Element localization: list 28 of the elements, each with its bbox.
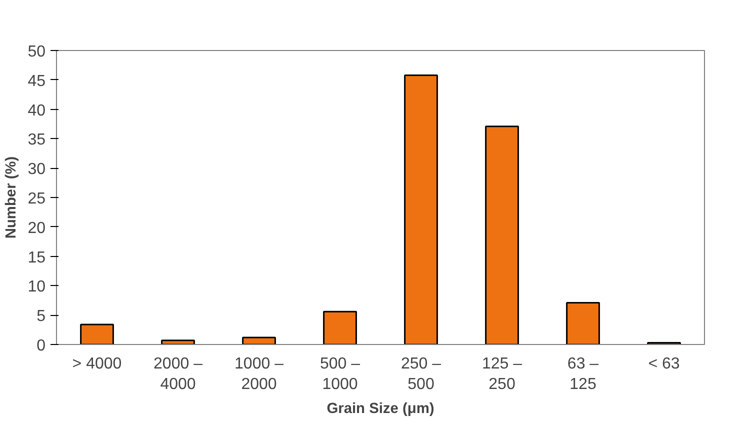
y-tick-label: 45: [28, 72, 46, 90]
bar: [566, 302, 600, 344]
x-tick-label: 2000 – 4000: [154, 356, 203, 393]
x-tick-label: 125 – 250: [482, 356, 522, 393]
x-tick-label: 250 – 500: [400, 356, 442, 393]
bar: [242, 336, 276, 344]
y-tick-label: 5: [36, 308, 46, 326]
y-tick-label: 35: [28, 132, 46, 149]
y-tick-label: 15: [28, 249, 46, 266]
x-tick-label: < 63: [648, 356, 680, 372]
x-tick-label: > 4000: [72, 356, 122, 372]
x-axis-title: Grain Size (μm): [326, 400, 434, 417]
bar: [404, 74, 438, 344]
x-tick-label: 63 – 125: [567, 356, 599, 393]
y-tick-label: 20: [28, 220, 46, 237]
y-tick-label: 40: [28, 102, 46, 120]
y-axis-title: Number (%): [4, 156, 20, 239]
bar: [485, 126, 519, 344]
y-tick-label: 10: [28, 278, 46, 296]
y-tick-label: 50: [28, 44, 46, 60]
y-tick-label: 0: [36, 338, 46, 354]
bar: [80, 324, 114, 344]
y-tick-label: 25: [28, 190, 46, 208]
x-tick-label: 500 – 1000: [320, 356, 360, 393]
x-tick-label: 1000 – 2000: [234, 356, 284, 393]
bar: [323, 310, 357, 344]
y-tick-label: 30: [28, 161, 46, 178]
bar: [161, 340, 195, 344]
